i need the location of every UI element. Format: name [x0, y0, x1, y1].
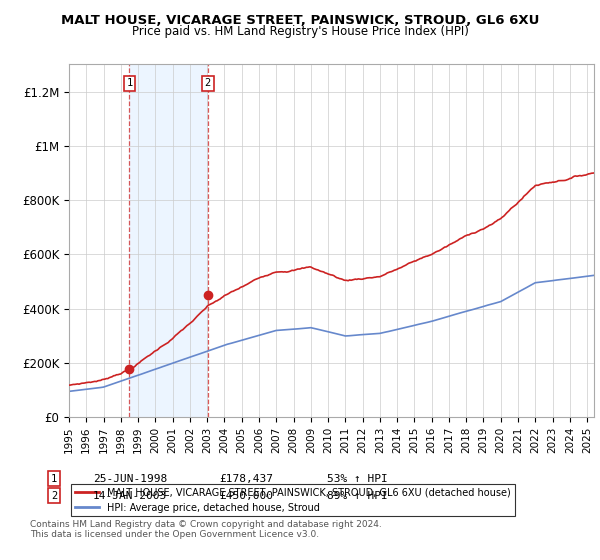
Text: 14-JAN-2003: 14-JAN-2003: [93, 491, 167, 501]
Legend: MALT HOUSE, VICARAGE STREET, PAINSWICK, STROUD, GL6 6XU (detached house), HPI: A: MALT HOUSE, VICARAGE STREET, PAINSWICK, …: [71, 484, 515, 516]
Text: 89% ↑ HPI: 89% ↑ HPI: [327, 491, 388, 501]
Text: Price paid vs. HM Land Registry's House Price Index (HPI): Price paid vs. HM Land Registry's House …: [131, 25, 469, 38]
Text: Contains HM Land Registry data © Crown copyright and database right 2024.
This d: Contains HM Land Registry data © Crown c…: [30, 520, 382, 539]
Text: £450,000: £450,000: [219, 491, 273, 501]
Text: 1: 1: [127, 78, 133, 88]
Bar: [130, 64, 208, 417]
Text: 53% ↑ HPI: 53% ↑ HPI: [327, 474, 388, 484]
Text: 2: 2: [205, 78, 211, 88]
Text: 2: 2: [51, 491, 57, 501]
Text: 1: 1: [51, 474, 57, 484]
Text: £178,437: £178,437: [219, 474, 273, 484]
Text: 25-JUN-1998: 25-JUN-1998: [93, 474, 167, 484]
Text: MALT HOUSE, VICARAGE STREET, PAINSWICK, STROUD, GL6 6XU: MALT HOUSE, VICARAGE STREET, PAINSWICK, …: [61, 14, 539, 27]
